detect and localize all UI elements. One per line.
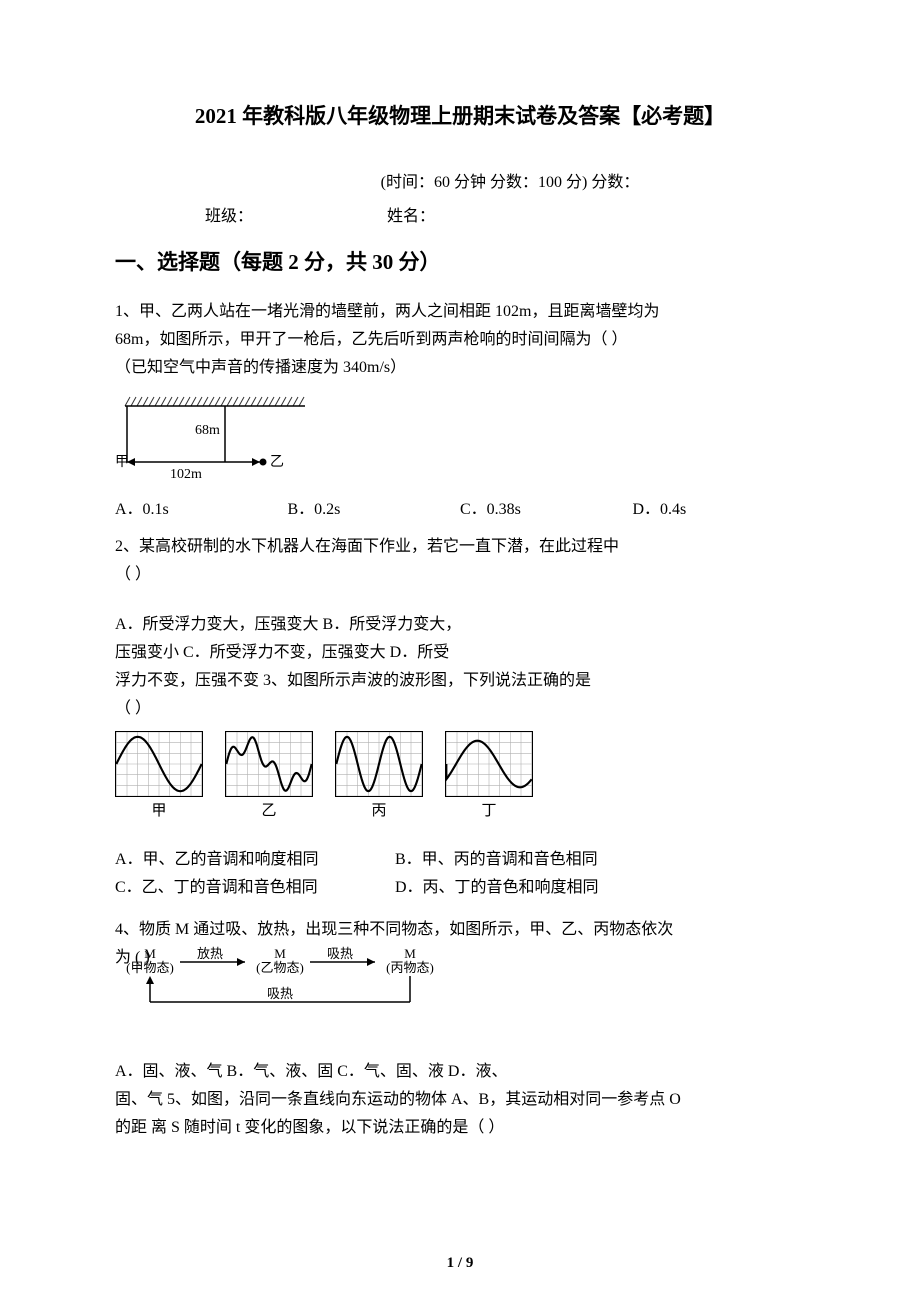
wave-label: 甲 — [115, 799, 203, 820]
q3-options: A．甲、乙的音调和响度相同 B．甲、丙的音调和音色相同 C．乙、丁的音调和音色相… — [115, 846, 805, 902]
q1-options: A．0.1s B．0.2s C．0.38s D．0.4s — [115, 495, 805, 519]
q4-optline2: 固、气 5、如图，沿同一条直线向东运动的物体 A、B，其运动相对同一参考点 O — [115, 1086, 805, 1114]
wave-label: 丁 — [445, 799, 533, 820]
svg-text:吸热: 吸热 — [267, 986, 293, 1001]
waveform-丁: 丁 — [445, 731, 533, 820]
svg-text:(乙物态): (乙物态) — [256, 960, 304, 975]
exam-duration-score: (时间：60 分钟 分数：100 分) 分数： — [115, 168, 805, 192]
svg-text:甲: 甲 — [115, 455, 129, 470]
wave-label: 丙 — [335, 799, 423, 820]
q4-line1: 4、物质 M 通过吸、放热，出现三种不同物态，如图所示，甲、乙、丙物态依次 — [115, 916, 805, 944]
q1-line1: 1、甲、乙两人站在一堵光滑的墙壁前，两人之间相距 102m，且距离墙壁均为 — [115, 298, 805, 326]
q1-line2: 68m，如图所示，甲开了一枪后，乙先后听到两声枪响的时间间隔为（ ） — [115, 326, 805, 354]
question-4: 4、物质 M 通过吸、放热，出现三种不同物态，如图所示，甲、乙、丙物态依次 为 … — [115, 916, 805, 1040]
class-label: 班级： — [205, 208, 253, 225]
waveform-丙: 丙 — [335, 731, 423, 820]
svg-text:放热: 放热 — [197, 946, 223, 961]
q4-line2: 为 ( ) — [115, 944, 150, 972]
wave-label: 乙 — [225, 799, 313, 820]
q1-opt-b: B．0.2s — [288, 495, 461, 519]
q2-optline1: A．所受浮力变大，压强变大 B．所受浮力变大， — [115, 611, 805, 639]
q1-diagram: 68m 102m 甲 乙 — [115, 394, 315, 482]
q3-opt-d: D．丙、丁的音色和响度相同 — [395, 874, 599, 902]
svg-text:乙: 乙 — [270, 454, 284, 470]
q4-state-diagram: M(甲物态)M(乙物态)M(丙物态)放热吸热吸热 — [115, 946, 455, 1020]
q4-optline3: 的距 离 S 随时间 t 变化的图象，以下说法正确的是（ ） — [115, 1114, 805, 1142]
q4-optline1: A．固、液、气 B．气、液、固 C．气、固、液 D．液、 — [115, 1058, 805, 1086]
q4-options-and-q5: A．固、液、气 B．气、液、固 C．气、固、液 D．液、 固、气 5、如图，沿同… — [115, 1058, 805, 1142]
q1-line3: （已知空气中声音的传播速度为 340m/s） — [115, 354, 805, 382]
svg-text:(丙物态): (丙物态) — [386, 960, 434, 975]
svg-text:M: M — [404, 946, 416, 961]
q3-opt-b: B．甲、丙的音调和音色相同 — [395, 846, 598, 874]
q3-opt-c: C．乙、丁的音调和音色相同 — [115, 874, 395, 902]
section-1-header: 一、选择题（每题 2 分，共 30 分） — [115, 246, 805, 276]
svg-text:M: M — [274, 946, 286, 961]
svg-text:102m: 102m — [170, 467, 202, 482]
exam-title: 2021 年教科版八年级物理上册期末试卷及答案【必考题】 — [115, 100, 805, 130]
q3-opt-a: A．甲、乙的音调和响度相同 — [115, 846, 395, 874]
q2-optline4: （ ） — [115, 695, 805, 723]
page-number: 1 / 9 — [0, 1255, 920, 1272]
q2-optline2: 压强变小 C．所受浮力不变，压强变大 D．所受 — [115, 639, 805, 667]
student-info-row: 班级： 姓名： — [115, 202, 805, 226]
q2-optline3: 浮力不变，压强不变 3、如图所示声波的波形图，下列说法正确的是 — [115, 667, 805, 695]
q3-waveforms: 甲乙丙丁 — [115, 731, 805, 820]
question-2: 2、某高校研制的水下机器人在海面下作业，若它一直下潜，在此过程中 （ ） — [115, 533, 805, 589]
waveform-乙: 乙 — [225, 731, 313, 820]
q2-line1: 2、某高校研制的水下机器人在海面下作业，若它一直下潜，在此过程中 — [115, 533, 805, 561]
waveform-甲: 甲 — [115, 731, 203, 820]
q1-opt-c: C．0.38s — [460, 495, 633, 519]
name-label: 姓名： — [387, 208, 435, 225]
q1-opt-a: A．0.1s — [115, 495, 288, 519]
q2-line2: （ ） — [115, 561, 805, 589]
svg-text:吸热: 吸热 — [327, 946, 353, 961]
question-1: 1、甲、乙两人站在一堵光滑的墙壁前，两人之间相距 102m，且距离墙壁均为 68… — [115, 298, 805, 382]
svg-text:68m: 68m — [195, 423, 220, 438]
q1-opt-d: D．0.4s — [633, 495, 806, 519]
q2-options-and-q3: A．所受浮力变大，压强变大 B．所受浮力变大， 压强变小 C．所受浮力不变，压强… — [115, 611, 805, 723]
